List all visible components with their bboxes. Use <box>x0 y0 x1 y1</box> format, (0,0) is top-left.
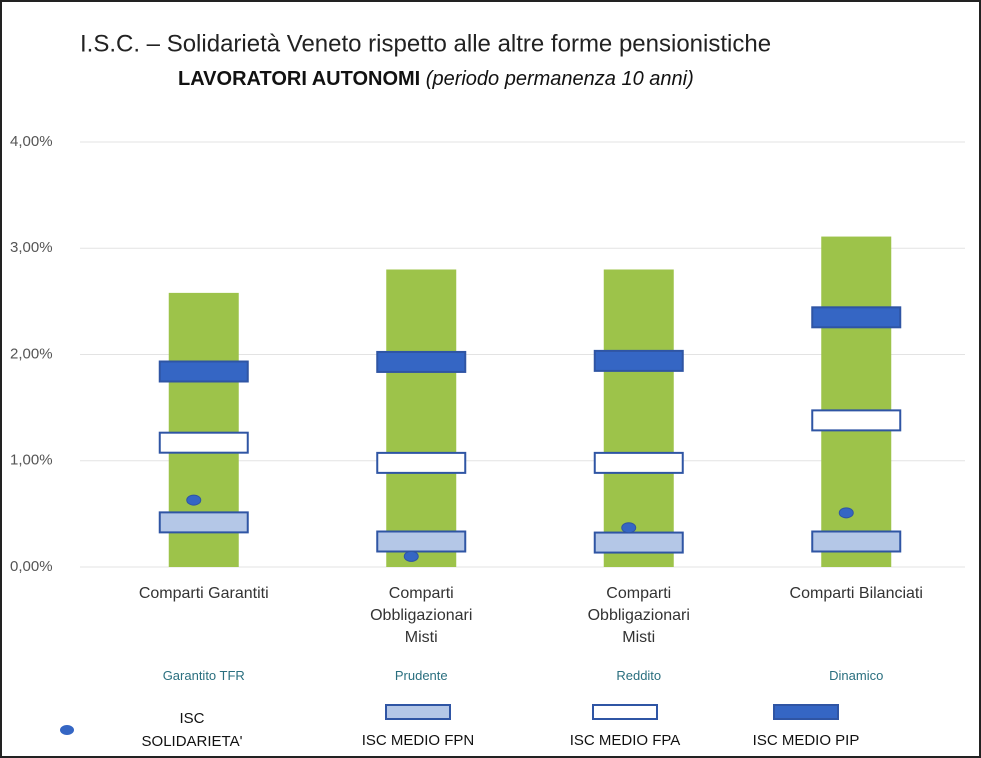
y-tick-label: 4,00% <box>10 133 53 150</box>
isc-box <box>158 511 249 534</box>
isc-box <box>811 306 902 329</box>
isc-dot <box>838 507 854 519</box>
legend-label: ISC SOLIDARIETA' VENETO <box>141 710 243 758</box>
isc-box <box>158 431 249 454</box>
isc-dot <box>403 550 419 562</box>
x-tick-label: Comparti Obbligazionari Misti <box>370 585 473 646</box>
subtitle: LAVORATORI AUTONOMI <box>178 68 420 90</box>
isc-dot <box>186 494 202 506</box>
subtitle-note: (periodo permanenza 10 anni) <box>426 68 694 90</box>
x-subcategory: Garantito TFR <box>162 668 245 683</box>
y-tick-label: 3,00% <box>10 239 53 256</box>
isc-box <box>593 451 684 474</box>
isc-dot <box>621 522 637 534</box>
legend-swatch <box>385 704 451 720</box>
x-tick-label: Comparti Bilanciati <box>789 585 923 602</box>
x-subcategory: Prudente <box>394 668 448 683</box>
range-column <box>821 236 892 567</box>
isc-box <box>376 530 467 553</box>
range-column <box>386 269 457 567</box>
y-tick-label: 2,00% <box>10 345 53 362</box>
chart-subtitle: LAVORATORI AUTONOMI (periodo permanenza … <box>178 68 694 90</box>
isc-box <box>376 350 467 373</box>
isc-box <box>811 530 902 553</box>
x-subcategory: Reddito <box>616 668 662 683</box>
isc-box <box>811 409 902 432</box>
y-tick-label: 1,00% <box>10 452 53 469</box>
legend-label: ISC MEDIO PIP <box>752 732 860 749</box>
legend-swatch <box>773 704 839 720</box>
legend-swatch <box>592 704 658 720</box>
range-column <box>603 269 674 567</box>
chart-title: I.S.C. – Solidarietà Veneto rispetto all… <box>80 30 771 57</box>
isc-box <box>158 360 249 383</box>
legend-label: ISC MEDIO FPA <box>569 732 681 749</box>
x-tick-label: Comparti Garantiti <box>138 585 269 602</box>
isc-box <box>593 531 684 554</box>
legend-swatch <box>60 725 74 735</box>
x-subcategory: Dinamico <box>829 668 884 683</box>
isc-box <box>376 451 467 474</box>
x-tick-label: Comparti Obbligazionari Misti <box>587 585 690 646</box>
isc-box <box>593 349 684 372</box>
y-tick-label: 0,00% <box>10 558 53 575</box>
legend-label: ISC MEDIO FPN <box>361 732 475 749</box>
